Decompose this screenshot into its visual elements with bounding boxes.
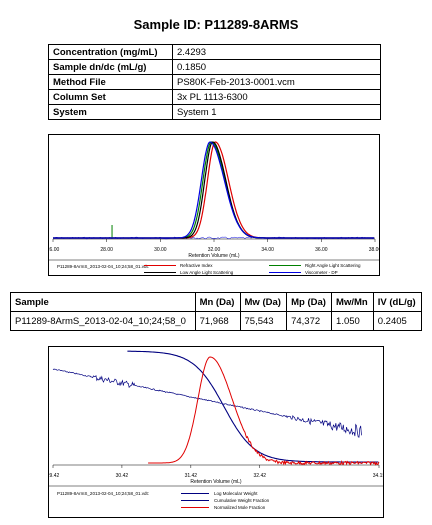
results-data-row: P11289-8ArmS_2013-02-04_10;24;58_0 71,968… <box>10 311 423 331</box>
series-line-3 <box>53 141 375 239</box>
x-tick-label: 32.42 <box>254 473 267 479</box>
x-tick-label: 34.00 <box>261 247 274 253</box>
property-row: Sample dn/dc (mL/g) 0.1850 <box>48 59 381 75</box>
molecular-weight-svg: 29.42 30.42 31.42 32.42 34.15 Retention Volum… <box>47 350 385 510</box>
page-title: Sample ID: P11289-8ARMS <box>133 17 299 32</box>
results-column-header: Sample <box>10 292 196 312</box>
x-tick-label: 32.00 <box>208 247 221 253</box>
property-label: Column Set <box>48 89 173 105</box>
cumulative-weight-line <box>127 350 379 463</box>
results-cell: 74,372 <box>286 311 333 331</box>
property-row: Column Set 3x PL 1113-6300 <box>48 89 381 105</box>
property-row: Concentration (mg/mL) 2.4293 <box>48 44 381 60</box>
legend-label: Low Angle Light Scattering <box>180 270 234 275</box>
x-tick-label: 28.00 <box>100 247 113 253</box>
legend-label: Viscometer - DP <box>305 270 338 275</box>
molecular-weight-plot: 29.42 30.42 31.42 32.42 34.15 Retention Volum… <box>47 346 385 518</box>
chromatogram-svg: 26.00 28.00 30.00 32.00 34.00 36.00 38.00 Reten… <box>47 141 381 275</box>
x-tick-label: 30.42 <box>116 473 129 479</box>
results-cell: 75,543 <box>239 311 288 331</box>
log-mw-line <box>52 368 362 438</box>
series-line-1 <box>53 141 375 239</box>
property-value: 2.4293 <box>172 44 381 60</box>
property-value: System 1 <box>172 104 381 120</box>
property-label: System <box>48 104 173 120</box>
results-column-header: Mp (Da) <box>286 292 333 312</box>
legend-label: Normalized Mole Fraction <box>214 505 266 510</box>
mole-fraction-line <box>148 356 380 466</box>
property-row: System System 1 <box>48 104 381 120</box>
results-cell: 0.2405 <box>372 311 423 331</box>
results-column-header: IV (dL/g) <box>372 292 423 312</box>
series-line-0 <box>53 141 375 239</box>
x-tick-label: 31.42 <box>185 473 198 479</box>
results-cell: 1.050 <box>331 311 374 331</box>
results-table: Sample Mn (Da) Mw (Da) Mp (Da) Mw/Mn IV (dL/g… <box>10 292 423 331</box>
x-axis-label: Retention Volume (mL) <box>188 253 239 259</box>
series-line-2 <box>53 141 375 239</box>
results-column-header: Mw/Mn <box>331 292 374 312</box>
x-tick-label: 38.00 <box>369 247 379 253</box>
property-label: Concentration (mg/mL) <box>48 44 173 60</box>
chromatogram-plot: 26.00 28.00 30.00 32.00 34.00 36.00 38.00 Reten… <box>47 134 381 276</box>
x-tick-label: 36.00 <box>315 247 328 253</box>
legend-label: Log Molecular Weight <box>214 491 258 496</box>
property-value: PS80K-Feb-2013-0001.vcm <box>172 74 381 90</box>
property-row: Method File PS80K-Feb-2013-0001.vcm <box>48 74 381 90</box>
sample-properties-table: Concentration (mg/mL) 2.4293 Sample dn/dc … <box>48 44 381 120</box>
property-value: 3x PL 1113-6300 <box>172 89 381 105</box>
legend-file-label: P11289-8ArmS_2013-02-04_10;24;58_01.vdt: <box>57 491 149 496</box>
results-header-row: Sample Mn (Da) Mw (Da) Mp (Da) Mw/Mn IV (dL/g… <box>10 292 423 312</box>
x-tick-label: 30.00 <box>154 247 167 253</box>
results-column-header: Mw (Da) <box>239 292 288 312</box>
legend-label: Right Angle Light Scattering <box>305 263 361 268</box>
property-value: 0.1850 <box>172 59 381 75</box>
x-tick-label: 29.42 <box>49 473 59 479</box>
legend-file-label: P11289-8ArmS_2013-02-04_10;24;58_01.vdt: <box>57 264 149 269</box>
results-cell: 71,968 <box>194 311 241 331</box>
results-cell: P11289-8ArmS_2013-02-04_10;24;58_0 <box>10 311 196 331</box>
property-label: Sample dn/dc (mL/g) <box>48 59 173 75</box>
results-column-header: Mn (Da) <box>194 292 241 312</box>
legend-label: Cumulative Weight Fraction <box>214 498 270 503</box>
legend-label: Refractive Index <box>180 263 213 268</box>
property-label: Method File <box>48 74 173 90</box>
x-tick-label: 26.00 <box>49 247 59 253</box>
x-tick-label: 34.15 <box>373 473 383 479</box>
x-axis-label: Retention Volume (mL) <box>190 479 241 485</box>
